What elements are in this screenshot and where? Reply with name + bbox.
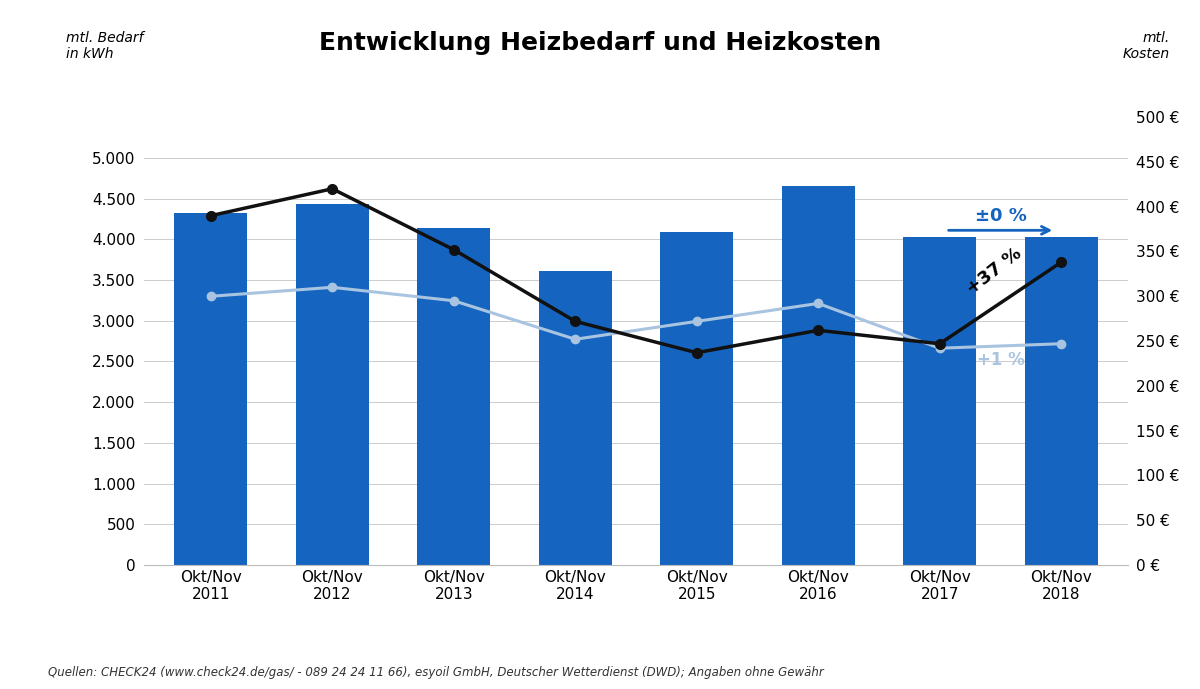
Bar bbox=[904, 237, 976, 565]
Bar bbox=[1025, 237, 1098, 565]
Text: +1 %: +1 % bbox=[977, 351, 1025, 369]
Bar bbox=[296, 204, 368, 565]
Text: ±0 %: ±0 % bbox=[974, 207, 1026, 225]
Text: Entwicklung Heizbedarf und Heizkosten: Entwicklung Heizbedarf und Heizkosten bbox=[319, 31, 881, 55]
Text: +37 %: +37 % bbox=[964, 245, 1025, 298]
Text: mtl.
Kosten: mtl. Kosten bbox=[1123, 31, 1170, 61]
Bar bbox=[781, 185, 854, 565]
Bar bbox=[418, 228, 491, 565]
Bar bbox=[174, 213, 247, 565]
Text: Quellen: CHECK24 (www.check24.de/gas/ - 089 24 24 11 66), esyoil GmbH, Deutscher: Quellen: CHECK24 (www.check24.de/gas/ - … bbox=[48, 666, 823, 679]
Bar bbox=[660, 232, 733, 565]
Bar bbox=[539, 271, 612, 565]
Text: mtl. Bedarf
in kWh: mtl. Bedarf in kWh bbox=[66, 31, 144, 61]
